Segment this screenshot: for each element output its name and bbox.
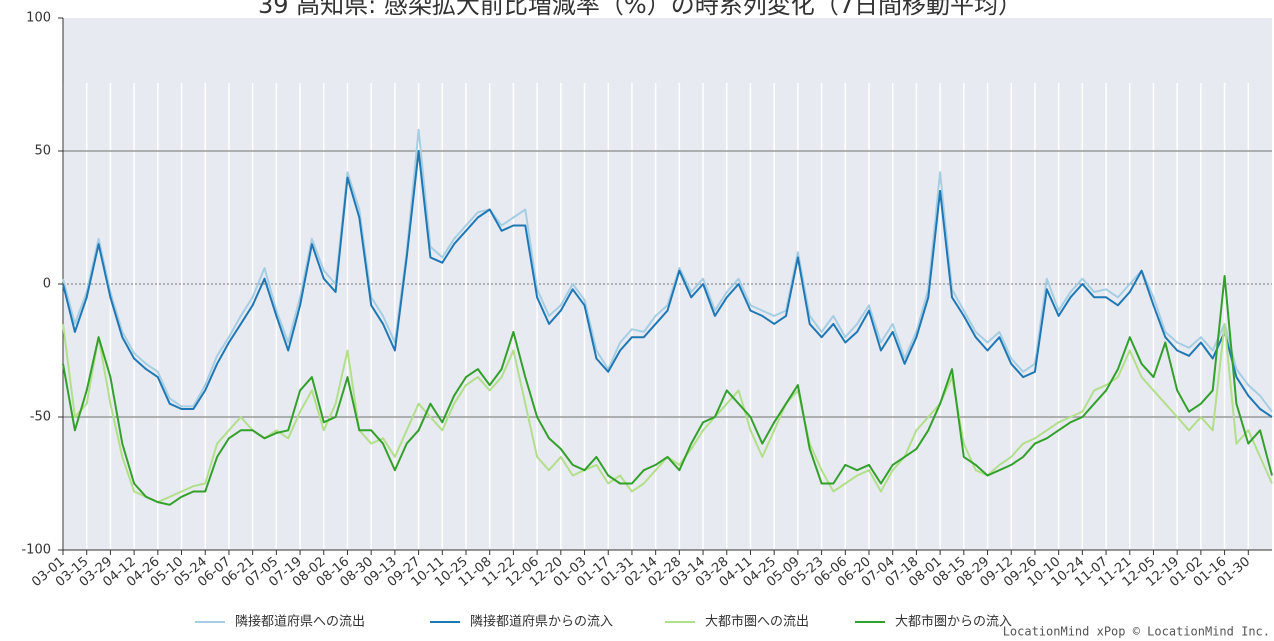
y-tick-label: -50: [30, 410, 51, 425]
chart-title: 39 高知県: 感染拡大前比増減率（%）の時系列変化（7日間移動平均）: [258, 0, 1022, 19]
legend-label: 大都市圏への流出: [705, 614, 809, 630]
legend-label: 隣接都道府県への流出: [235, 614, 365, 630]
legend-label: 大都市圏からの流入: [895, 614, 1012, 630]
legend-label: 隣接都道府県からの流入: [470, 614, 613, 630]
series-line: [62, 150, 1273, 418]
watermark: LocationMind xPop © LocationMind Inc.: [1003, 625, 1270, 639]
series-line: [62, 128, 1273, 413]
y-tick-label: 0: [43, 277, 51, 292]
y-tick-label: 50: [34, 144, 51, 159]
series-line: [62, 275, 1273, 506]
y-tick-label: 100: [26, 11, 51, 26]
y-tick-label: -100: [21, 543, 51, 558]
